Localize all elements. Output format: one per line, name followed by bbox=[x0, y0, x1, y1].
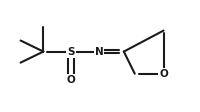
Text: N: N bbox=[95, 47, 103, 57]
Text: O: O bbox=[159, 69, 168, 79]
Text: N: N bbox=[95, 47, 103, 57]
Text: O: O bbox=[67, 75, 76, 85]
Text: S: S bbox=[67, 47, 75, 57]
Text: O: O bbox=[67, 75, 76, 85]
Text: O: O bbox=[159, 69, 168, 79]
Text: S: S bbox=[67, 47, 75, 57]
